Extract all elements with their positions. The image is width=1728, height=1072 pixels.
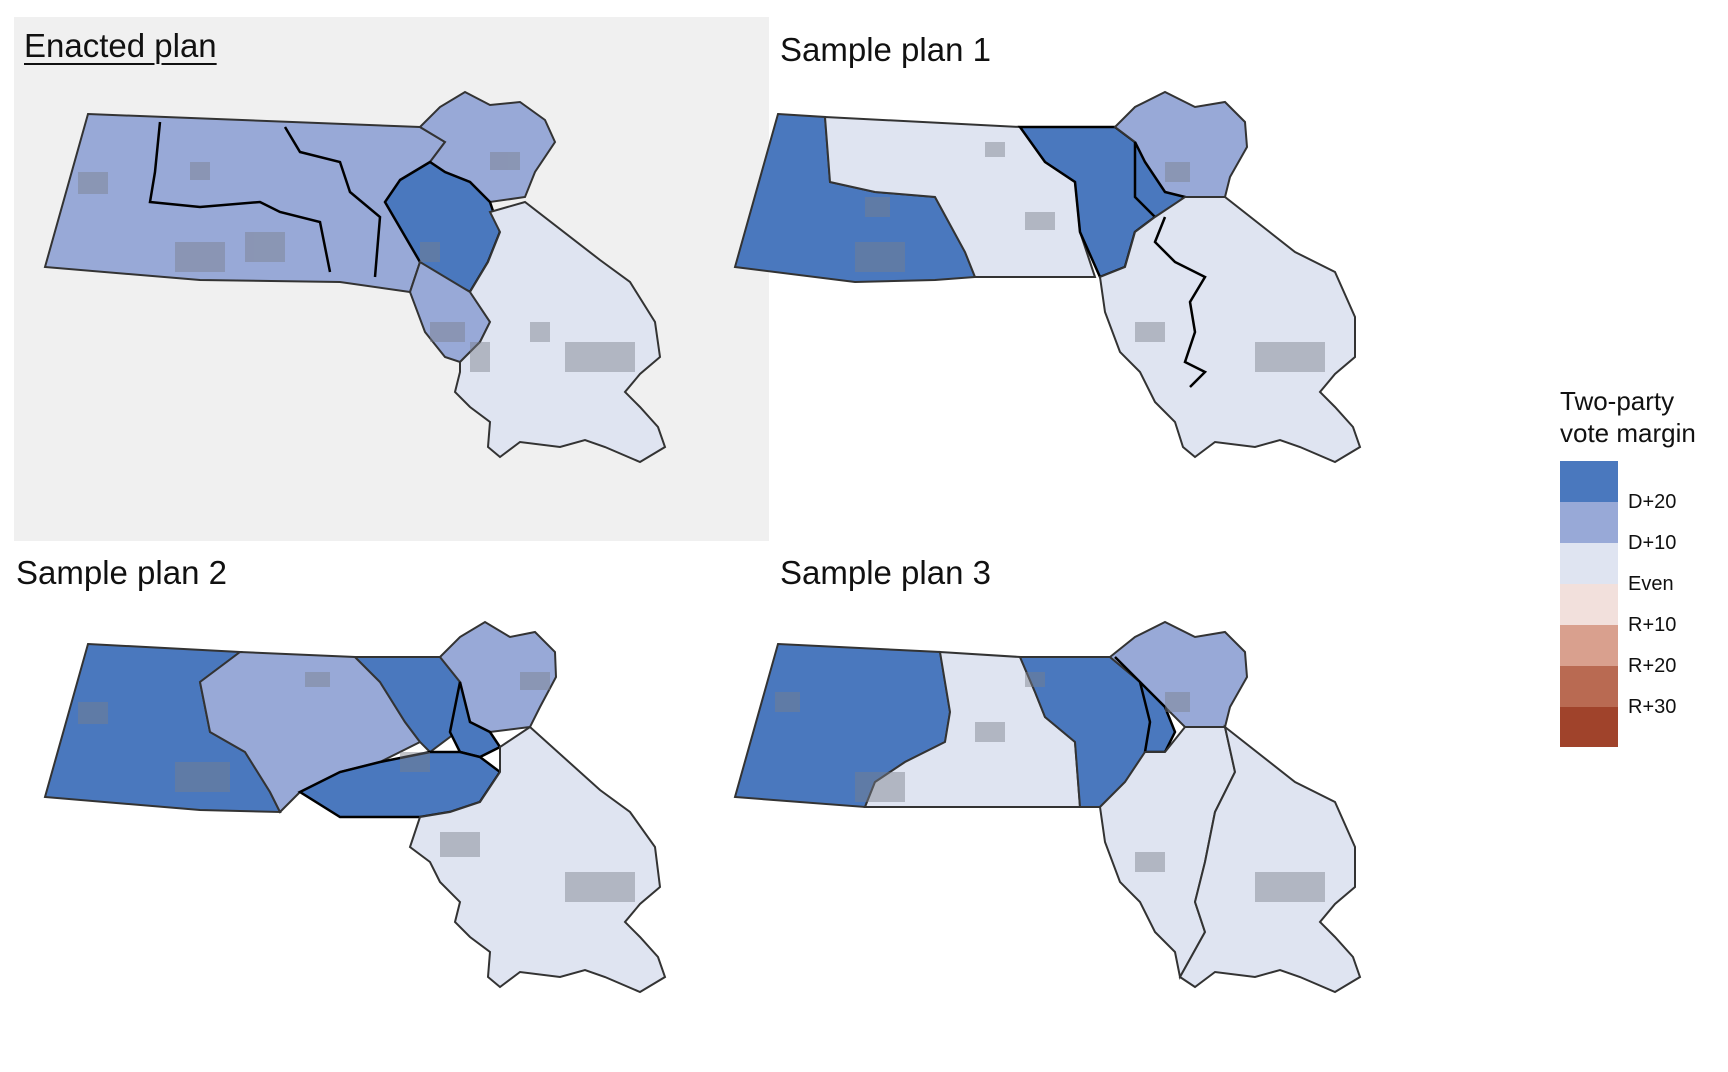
district-boundary <box>148 121 332 273</box>
legend-swatch-r-strong <box>1560 666 1618 707</box>
panel-sample-plan-1: Sample plan 1 <box>780 17 1540 541</box>
district-southeast <box>1098 196 1362 464</box>
map-sample-plan-2 <box>43 620 667 994</box>
legend-swatch-r-max <box>1560 707 1618 747</box>
legend-label: Even <box>1628 573 1674 595</box>
legend-label: R+10 <box>1628 614 1677 636</box>
district-southeast <box>453 200 667 464</box>
district-boundary <box>1153 216 1208 388</box>
legend-swatch-d-mid <box>1560 502 1618 543</box>
legend-swatch-d-strong <box>1560 461 1618 502</box>
map-sample-plan-3 <box>733 620 1362 994</box>
legend-label: D+10 <box>1628 532 1677 554</box>
map-sample-plan-1 <box>733 90 1362 464</box>
panel-title: Sample plan 2 <box>16 554 227 591</box>
legend-label: D+20 <box>1628 491 1677 513</box>
panel-title: Enacted plan <box>24 27 217 64</box>
district-boston <box>448 681 502 759</box>
legend-swatch-r-light <box>1560 584 1618 625</box>
legend: Two-party vote margin D+20 D+10 Even R+1… <box>1560 385 1728 765</box>
legend-swatch-r-mid <box>1560 625 1618 666</box>
legend-swatch-d-light <box>1560 543 1618 584</box>
district-south <box>297 750 502 819</box>
panel-sample-plan-2: Sample plan 2 <box>14 548 774 1068</box>
legend-label: R+30 <box>1628 696 1677 718</box>
district-southeast <box>408 725 667 994</box>
legend-colorbar: D+20 D+10 Even R+10 R+20 R+30 <box>1560 461 1676 747</box>
panel-sample-plan-3: Sample plan 3 <box>780 548 1540 1068</box>
panel-title: Sample plan 1 <box>780 31 991 68</box>
map-enacted <box>43 90 667 464</box>
legend-title-line2: vote margin <box>1560 418 1696 448</box>
district-southeast-b <box>1178 724 1362 994</box>
legend-title-line1: Two-party <box>1560 386 1675 416</box>
panel-title: Sample plan 3 <box>780 554 991 591</box>
district-boundary <box>283 126 382 278</box>
legend-label: R+20 <box>1628 655 1677 677</box>
